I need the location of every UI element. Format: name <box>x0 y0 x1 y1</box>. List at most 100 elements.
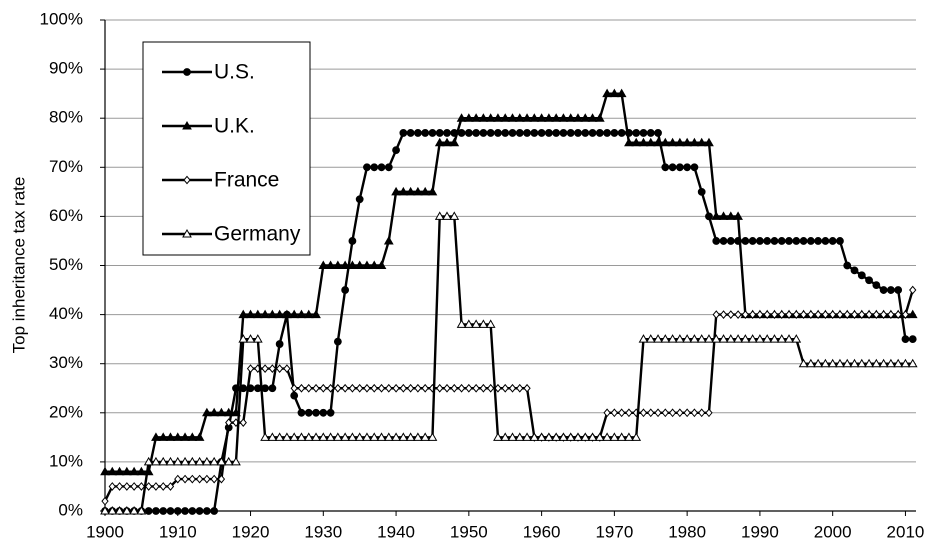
marker <box>507 113 518 122</box>
marker <box>799 237 808 245</box>
marker <box>202 407 212 417</box>
marker <box>231 456 241 466</box>
marker <box>399 383 407 393</box>
marker <box>807 310 815 319</box>
marker <box>303 309 314 319</box>
marker <box>785 237 793 245</box>
marker <box>332 432 343 441</box>
marker <box>332 260 343 269</box>
marker <box>559 129 568 137</box>
marker <box>166 482 175 491</box>
marker <box>305 383 313 393</box>
marker <box>595 129 604 137</box>
marker <box>318 432 329 441</box>
marker <box>616 88 627 98</box>
marker <box>392 146 400 155</box>
marker <box>587 432 598 441</box>
marker <box>326 383 335 393</box>
marker <box>733 211 743 220</box>
marker <box>610 408 619 418</box>
marker <box>238 309 249 319</box>
marker <box>551 432 562 441</box>
marker <box>609 432 620 441</box>
marker <box>777 237 786 245</box>
marker <box>479 129 488 137</box>
marker <box>849 358 860 368</box>
marker <box>829 310 837 319</box>
marker <box>187 432 198 441</box>
marker <box>515 129 524 137</box>
marker <box>223 407 234 417</box>
marker <box>516 383 524 393</box>
marker <box>399 129 408 137</box>
marker <box>472 383 480 393</box>
marker <box>434 211 445 220</box>
marker <box>101 496 109 506</box>
marker <box>413 432 423 441</box>
marker <box>194 432 205 441</box>
marker <box>727 310 735 319</box>
marker <box>647 408 655 418</box>
marker <box>325 432 336 441</box>
marker <box>827 358 838 368</box>
marker <box>536 432 547 441</box>
marker <box>151 432 161 441</box>
marker <box>770 237 779 245</box>
marker <box>705 212 713 221</box>
marker <box>159 507 168 515</box>
marker <box>711 211 722 220</box>
marker <box>493 432 503 441</box>
y-tick-label: 70% <box>49 157 83 176</box>
marker <box>376 432 387 441</box>
marker <box>864 358 874 368</box>
marker <box>347 432 358 441</box>
marker <box>421 129 430 137</box>
marker <box>239 418 247 428</box>
marker <box>814 310 822 319</box>
marker <box>275 340 284 348</box>
marker <box>828 237 837 245</box>
marker <box>385 383 393 393</box>
marker <box>216 407 227 417</box>
marker <box>370 383 378 393</box>
marker <box>377 163 386 172</box>
marker <box>580 113 591 122</box>
marker <box>217 474 226 484</box>
marker <box>501 383 509 393</box>
marker <box>427 432 438 441</box>
marker <box>391 186 401 196</box>
marker <box>427 186 438 196</box>
marker <box>137 482 146 491</box>
marker <box>792 310 800 319</box>
marker <box>719 310 728 319</box>
marker <box>683 163 692 172</box>
marker <box>588 129 597 137</box>
marker <box>340 260 350 269</box>
series-line <box>103 289 914 502</box>
marker <box>806 237 815 245</box>
x-tick-label: 1920 <box>232 522 270 541</box>
marker <box>530 129 539 137</box>
marker <box>653 137 663 147</box>
marker <box>472 129 481 137</box>
marker <box>712 237 721 245</box>
marker <box>442 137 452 147</box>
marker <box>383 432 394 441</box>
marker <box>858 310 866 319</box>
marker <box>129 505 139 515</box>
marker <box>741 310 750 319</box>
marker <box>114 466 125 476</box>
marker <box>478 113 489 122</box>
marker <box>319 383 327 393</box>
x-tick-label: 1970 <box>595 522 633 541</box>
marker <box>457 383 466 393</box>
marker <box>355 195 364 204</box>
marker <box>756 310 764 319</box>
marker <box>158 456 169 466</box>
marker <box>610 129 619 137</box>
marker <box>362 432 372 441</box>
marker <box>879 286 888 294</box>
marker <box>514 113 525 122</box>
marker <box>312 408 320 417</box>
marker <box>151 456 161 466</box>
